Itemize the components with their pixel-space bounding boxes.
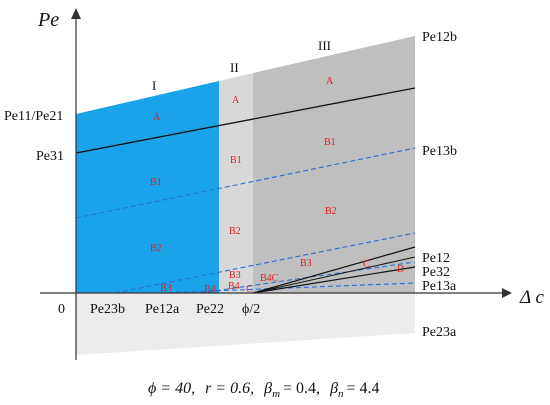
y-axis-arrow [71, 8, 81, 19]
caption-beta-m-sub: m [272, 388, 280, 400]
x-axis-label: Δ c [519, 287, 545, 308]
pe12-solid-line [252, 246, 416, 294]
region-label-b1-3: B1 [324, 137, 336, 148]
origin-label: 0 [58, 302, 65, 317]
region-label-b3-3: B3 [300, 258, 312, 269]
region-label-a-1: A [153, 112, 161, 123]
bottom-label-pe12a: Pe12a [145, 302, 180, 317]
right-label-pe12: Pe12 [422, 251, 450, 266]
zone-2-region [219, 73, 253, 293]
region-label-b3-2: B3 [229, 270, 241, 281]
region-label-b3-1: B3 [160, 283, 172, 294]
bottom-label-pe22: Pe22 [196, 302, 224, 317]
bottom-label-phi-half: ϕ/2 [242, 302, 260, 317]
region-label-b2-1: B2 [150, 243, 162, 254]
region-label-b4c-small: B4C [260, 273, 279, 284]
right-label-pe32: Pe32 [422, 265, 450, 280]
region-label-c-3: C [363, 259, 370, 270]
pe31-line [75, 87, 416, 154]
bottom-label-pe23b: Pe23b [90, 302, 125, 317]
region-label-a-3: A [326, 76, 334, 87]
caption-phi: ϕ = 40, [148, 380, 195, 397]
right-label-pe13b: Pe13b [422, 144, 457, 159]
region-label-b2-2: B2 [229, 226, 241, 237]
pe12-dashed-line [114, 232, 416, 294]
caption-beta-m-val: = 0.4, [283, 380, 320, 397]
zone-label-3: III [318, 38, 331, 53]
zone-label-2: II [230, 60, 239, 75]
zone-label-1: I [152, 78, 156, 93]
caption-beta-m: β [263, 380, 272, 397]
region-label-b2-3: B2 [325, 206, 337, 217]
caption: ϕ = 40, r = 0.6, βm = 0.4, βn = 4.4 [148, 380, 380, 400]
zone-3-region [253, 36, 415, 293]
negative-region [76, 293, 415, 355]
left-label-pe11-pe21: Pe11/Pe21 [4, 109, 63, 124]
region-label-b4-2: B4 [228, 281, 240, 292]
y-axis-label: Pe [37, 9, 59, 31]
right-label-pe23a: Pe23a [422, 325, 457, 340]
region-label-b1-1: B1 [150, 177, 162, 188]
caption-beta-n-sub: n [338, 388, 344, 400]
region-label-c-small: C [246, 284, 253, 295]
right-label-pe12b: Pe12b [422, 30, 457, 45]
fan-solid-line-3 [252, 256, 416, 294]
region-label-d-3: D [397, 264, 404, 275]
pe13a-dashed-line [159, 282, 416, 294]
caption-beta-n: β [329, 380, 338, 397]
region-label-b4-small: B4 [204, 284, 216, 295]
zone-1-region [76, 81, 219, 293]
pe13b-dashed-line [75, 147, 416, 219]
left-label-pe31: Pe31 [36, 149, 64, 164]
pe32-solid-line [252, 266, 416, 294]
right-label-pe13a: Pe13a [422, 279, 457, 294]
region-label-a-2: A [232, 95, 240, 106]
x-axis-arrow [502, 288, 512, 298]
region-label-b1-2: B1 [230, 155, 242, 166]
caption-beta-n-val: = 4.4 [347, 380, 380, 397]
caption-r: r = 0.6, [205, 380, 254, 397]
